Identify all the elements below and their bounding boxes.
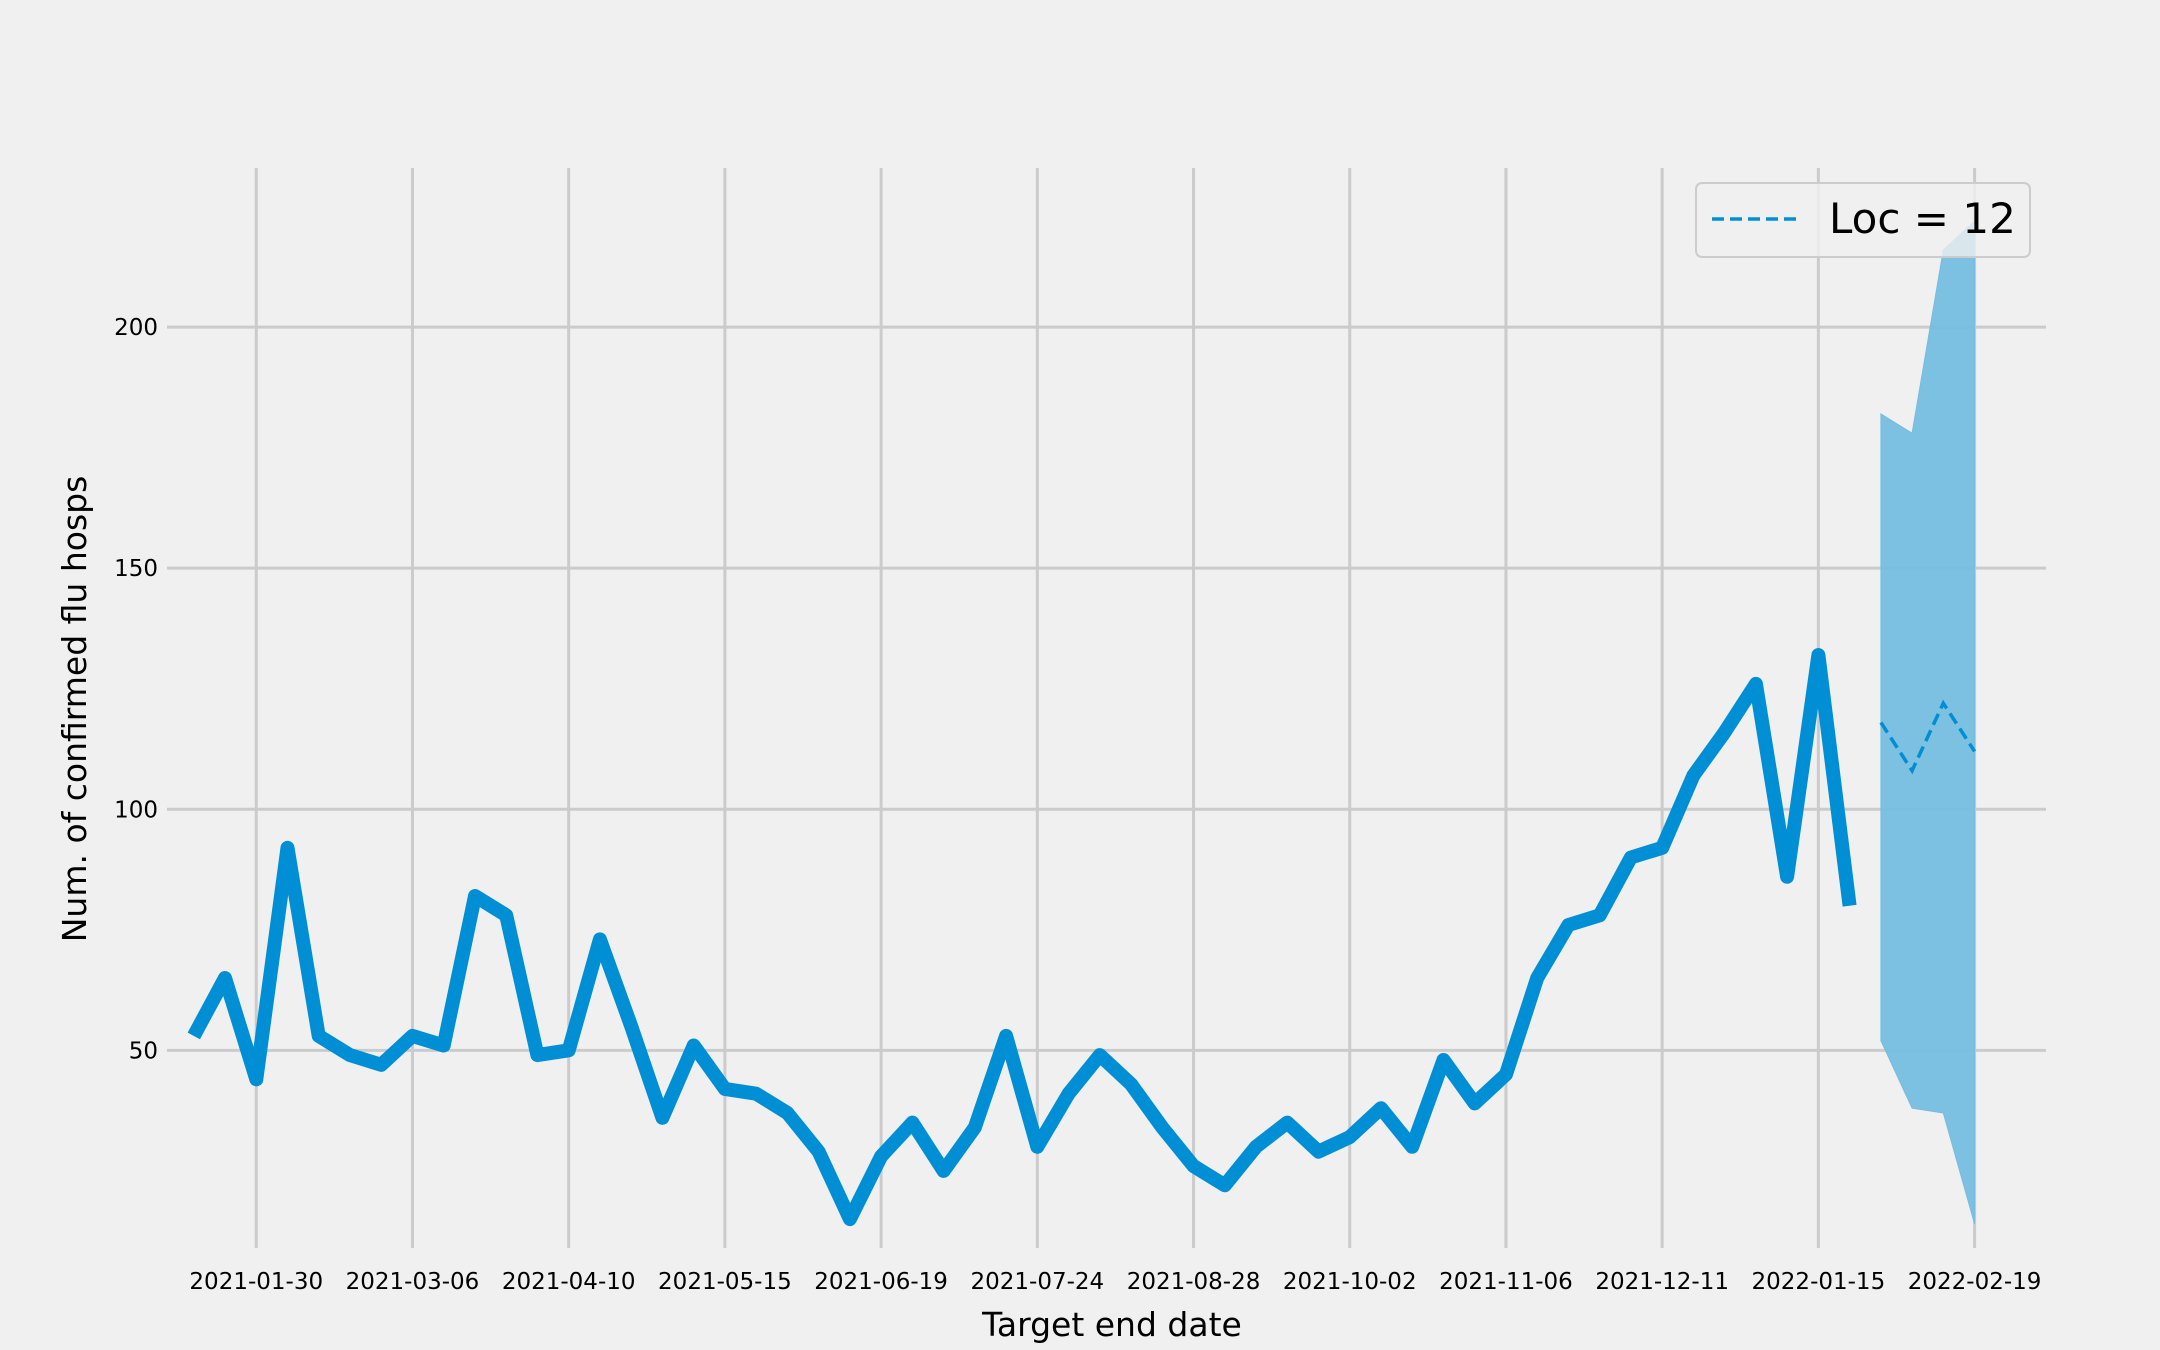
y-tick-label-50: 50 <box>129 1038 158 1064</box>
y-tick-label-200: 200 <box>114 315 158 341</box>
x-tick-label-2022-01-15: 2022-01-15 <box>1752 1269 1886 1295</box>
x-tick-label-2021-07-24: 2021-07-24 <box>970 1269 1104 1295</box>
x-tick-label-2021-06-19: 2021-06-19 <box>814 1269 948 1295</box>
x-tick-label-2022-02-19: 2022-02-19 <box>1908 1269 2042 1295</box>
legend-label-loc-12: Loc = 12 <box>1829 194 2016 243</box>
x-tick-label-2021-01-30: 2021-01-30 <box>189 1269 323 1295</box>
x-tick-label-2021-12-11: 2021-12-11 <box>1595 1269 1729 1295</box>
legend: Loc = 12 <box>1695 182 2031 258</box>
x-tick-label-2021-05-15: 2021-05-15 <box>658 1269 792 1295</box>
forecast-loc-12-line <box>1879 699 1977 775</box>
x-tick-label-2021-08-28: 2021-08-28 <box>1127 1269 1261 1295</box>
x-tick-label-2021-04-10: 2021-04-10 <box>502 1269 636 1295</box>
observed-series-line <box>187 648 1857 1227</box>
forecast-interval-band <box>1880 219 1976 1225</box>
y-tick-label-150: 150 <box>114 556 158 582</box>
y-axis-label: Num. of confirmed flu hosps <box>55 476 94 943</box>
x-tick-label-2021-03-06: 2021-03-06 <box>346 1269 480 1295</box>
prediction-interval <box>1880 219 1976 1225</box>
x-axis-label: Target end date <box>981 1305 1242 1344</box>
y-axis-ticks: 50 100 150 200 <box>114 315 158 1064</box>
x-axis-ticks: 2021-01-30 2021-03-06 2021-04-10 2021-05-15… <box>189 1269 2041 1295</box>
x-tick-label-2021-11-06: 2021-11-06 <box>1439 1269 1573 1295</box>
legend-box <box>1695 182 2031 258</box>
x-tick-label-2021-10-02: 2021-10-02 <box>1283 1269 1417 1295</box>
y-tick-label-100: 100 <box>114 797 158 823</box>
series-lines <box>187 648 1977 1227</box>
